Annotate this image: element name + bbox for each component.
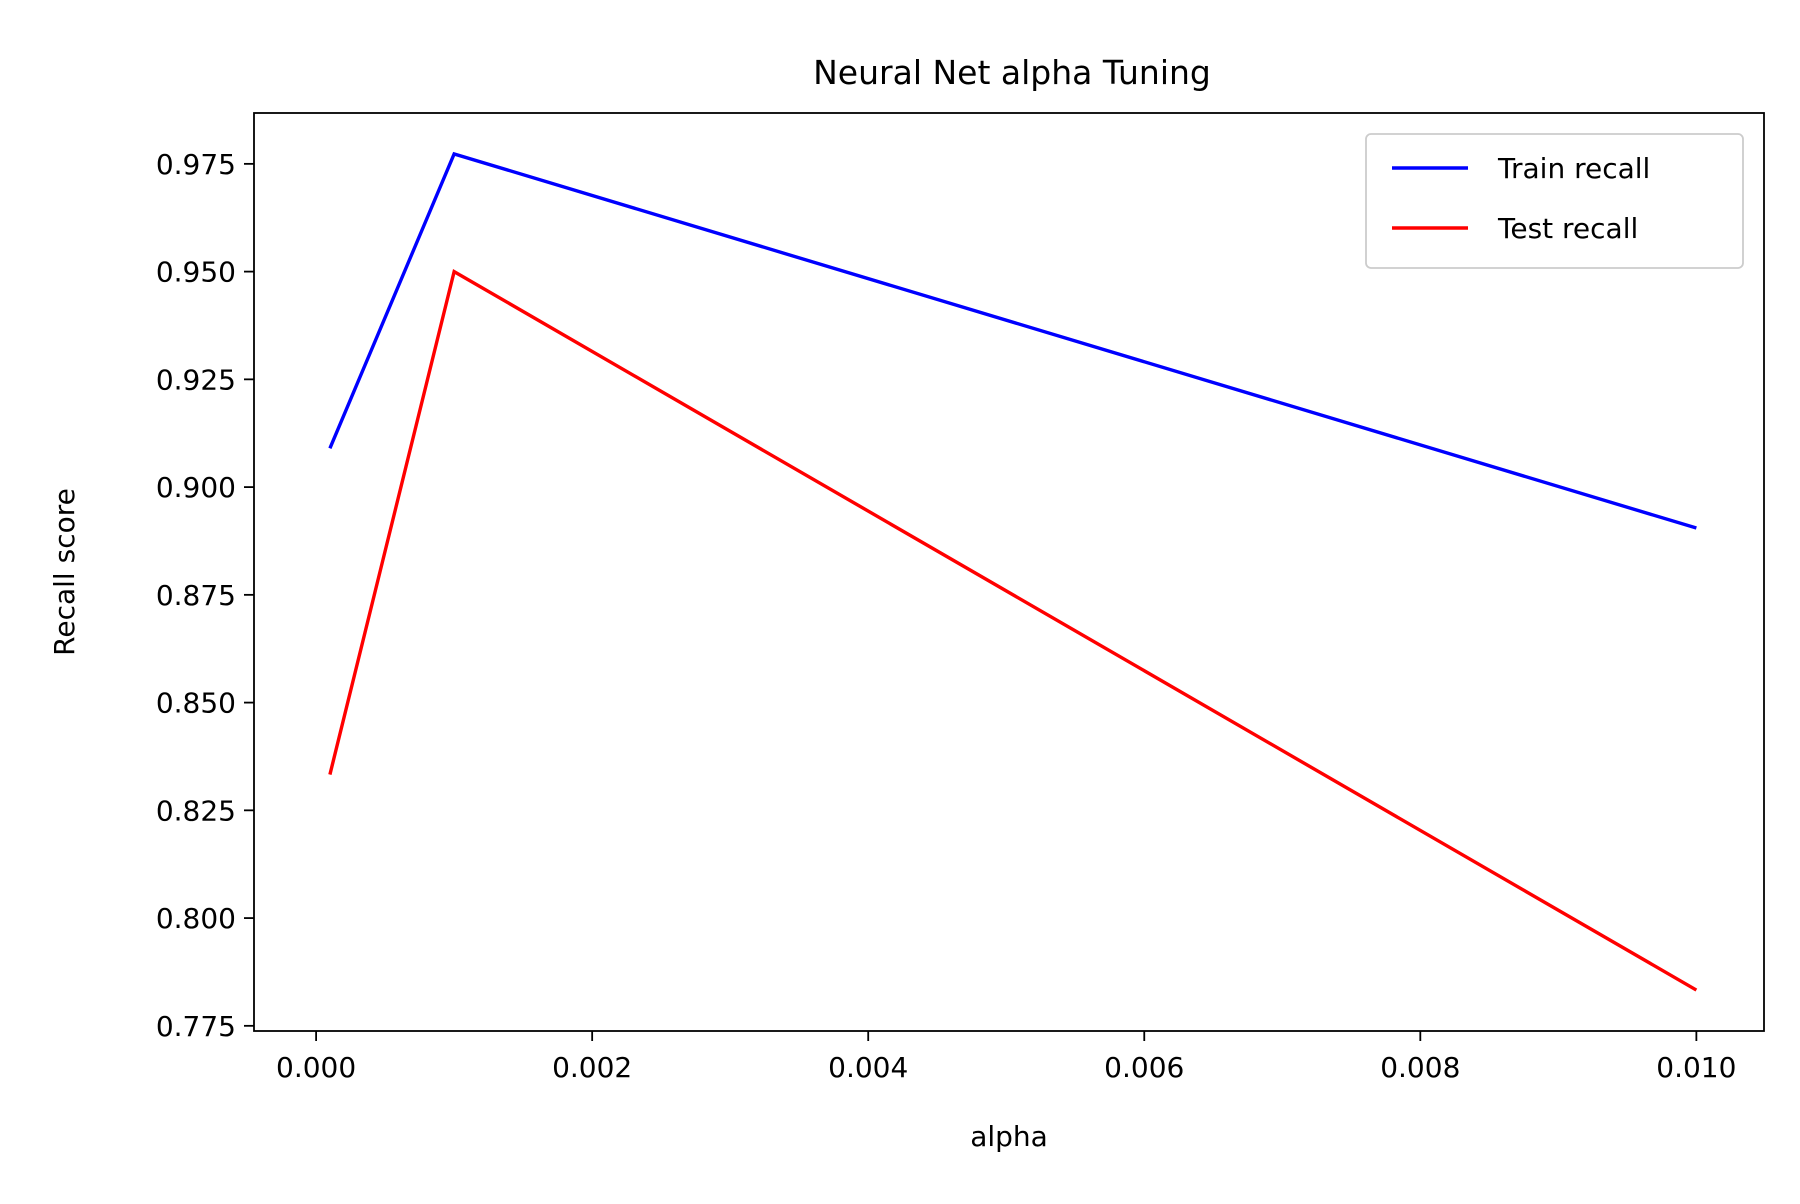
legend: Train recall Test recall <box>1365 133 1744 269</box>
x-tick-label: 0.000 <box>276 1051 356 1084</box>
y-tick-label: 0.875 <box>156 579 236 612</box>
legend-label-test-recall: Test recall <box>1497 212 1638 245</box>
legend-label-train-recall: Train recall <box>1497 152 1650 185</box>
x-tick-label: 0.008 <box>1380 1051 1460 1084</box>
x-axis: 0.000 0.002 0.004 0.006 0.008 0.010 <box>276 1031 1736 1084</box>
y-tick-label: 0.825 <box>156 794 236 827</box>
x-tick-label: 0.004 <box>828 1051 908 1084</box>
y-axis: 0.775 0.800 0.825 0.850 0.875 0.900 0.925 0.950… <box>156 148 254 1043</box>
y-tick-label: 0.950 <box>156 256 236 289</box>
chart-title: Neural Net alpha Tuning <box>813 53 1211 92</box>
y-tick-label: 0.775 <box>156 1010 236 1043</box>
x-axis-label: alpha <box>970 1120 1048 1153</box>
x-tick-label: 0.006 <box>1104 1051 1184 1084</box>
series-line-test-recall <box>328 268 1698 992</box>
series-layer <box>328 151 1698 992</box>
series-line-train-recall <box>328 151 1697 530</box>
x-tick-label: 0.010 <box>1656 1051 1736 1084</box>
plot-frame <box>253 112 1765 1032</box>
y-tick-label: 0.900 <box>156 471 236 504</box>
y-tick-label: 0.975 <box>156 148 236 181</box>
y-tick-label: 0.925 <box>156 363 236 396</box>
y-axis-label: Recall score <box>48 488 81 656</box>
y-tick-label: 0.850 <box>156 687 236 720</box>
x-tick-label: 0.002 <box>552 1051 632 1084</box>
y-tick-label: 0.800 <box>156 902 236 935</box>
